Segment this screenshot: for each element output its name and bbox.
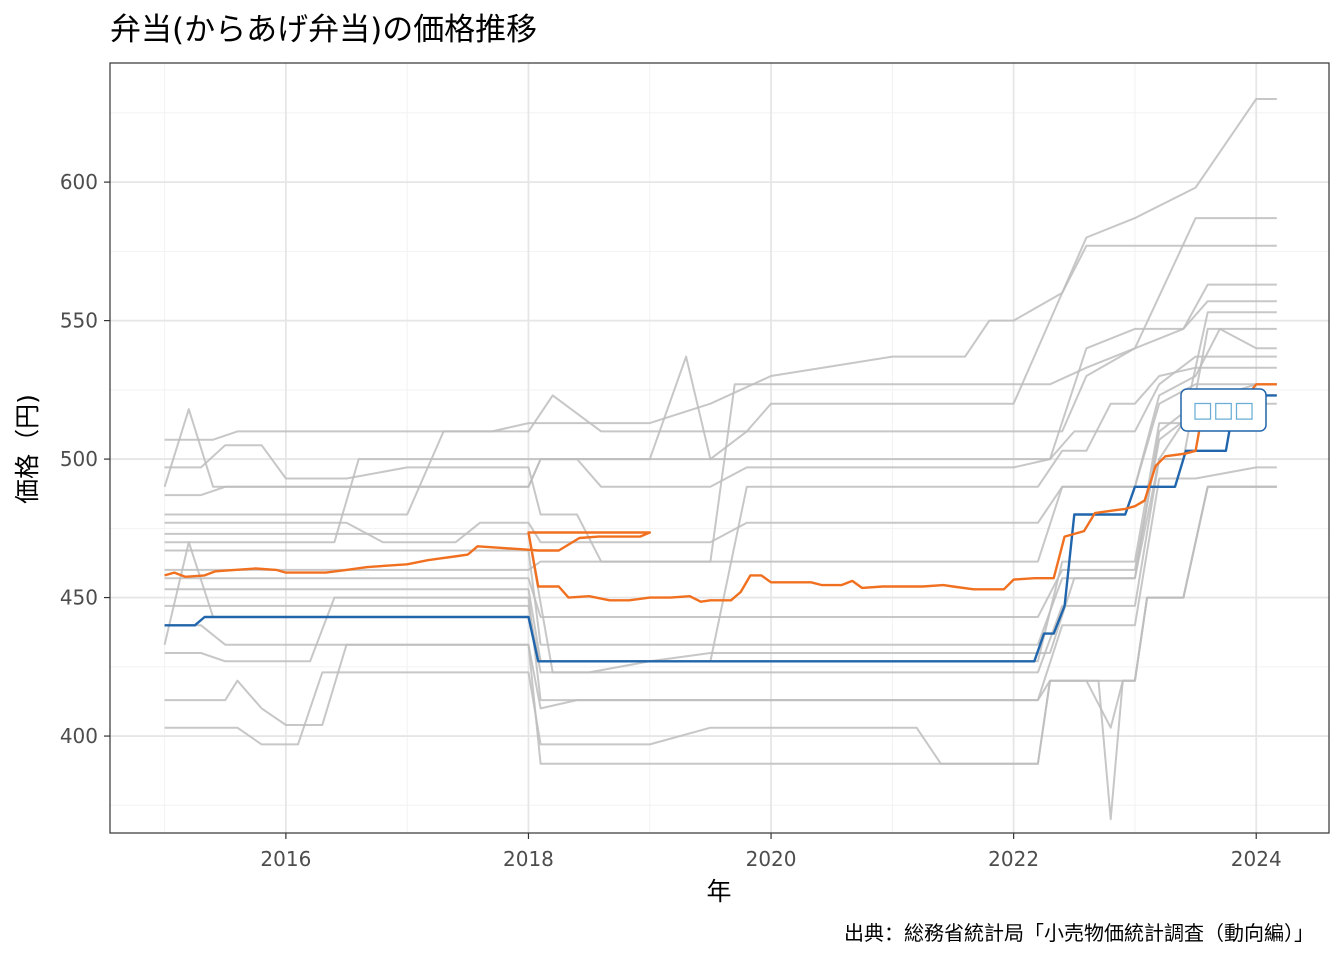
x-axis-title: 年 <box>706 877 731 906</box>
series-line-background <box>164 300 1277 571</box>
caption: 出典：総務省統計局「小売物価統計調査（動向編）」 <box>844 921 1314 945</box>
x-tick-label: 2022 <box>988 847 1039 871</box>
x-tick-label: 2020 <box>746 847 797 871</box>
highlight-label-text: □□□ <box>1192 398 1254 423</box>
series-line-background <box>164 402 1277 646</box>
series-line-background <box>164 383 1277 544</box>
x-axis: 2016 2018 2020 2022 2024 <box>260 833 1282 871</box>
highlight-label: □□□ <box>1180 388 1267 432</box>
series-line-background <box>164 466 1277 702</box>
y-tick-label: 450 <box>60 586 98 610</box>
x-tick-label: 2016 <box>260 847 311 871</box>
chart-title: 弁当(からあげ弁当)の価格推移 <box>110 12 537 48</box>
series-line-background <box>164 394 1277 618</box>
x-tick-label: 2018 <box>503 847 554 871</box>
series-line-background <box>164 217 1277 441</box>
y-tick-label: 550 <box>60 309 98 333</box>
series-line-background <box>164 366 1277 674</box>
y-axis: 400 450 500 550 600 <box>60 170 110 748</box>
x-tick-label: 2024 <box>1231 847 1282 871</box>
series-lines <box>163 98 1277 821</box>
grid <box>110 63 1329 833</box>
plot-panel-border <box>109 62 1330 834</box>
y-tick-label: 400 <box>60 724 98 748</box>
y-tick-label: 600 <box>60 170 98 194</box>
y-axis-title: 価格（円) <box>13 394 42 504</box>
y-tick-label: 500 <box>60 447 98 471</box>
highlight-label-box <box>1180 388 1267 432</box>
plot-panel <box>110 63 1329 833</box>
series-line-average <box>164 383 1277 603</box>
series-line-background <box>164 355 1277 497</box>
series-line-background <box>164 327 1277 563</box>
series-line-background <box>164 283 1277 544</box>
series-line-background <box>164 485 1277 821</box>
series-line-highlight <box>164 394 1277 663</box>
